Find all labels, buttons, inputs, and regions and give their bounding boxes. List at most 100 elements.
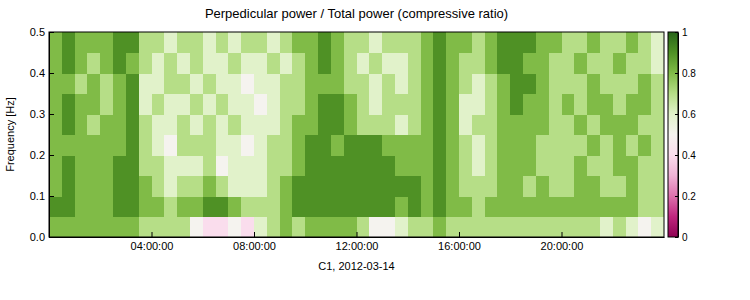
heatmap-cell: [626, 53, 639, 74]
x-tick-mark: [459, 232, 460, 237]
heatmap-cell: [280, 217, 293, 238]
heatmap-cell: [113, 217, 126, 238]
heatmap-cell: [126, 196, 139, 217]
heatmap-cell: [228, 73, 241, 94]
heatmap-cell: [344, 135, 357, 156]
heatmap-cell: [536, 32, 549, 53]
heatmap-cell: [139, 135, 152, 156]
heatmap-cell: [382, 53, 395, 74]
colorbar: [668, 32, 678, 237]
heatmap-cell: [49, 114, 62, 135]
heatmap-cell: [638, 217, 651, 238]
heatmap-cell: [472, 176, 485, 197]
heatmap-cell: [139, 217, 152, 238]
heatmap-cell: [49, 32, 62, 53]
heatmap-cell: [49, 135, 62, 156]
heatmap-cell: [626, 176, 639, 197]
x-tick: 12:00:00: [336, 232, 379, 252]
heatmap-cell: [280, 176, 293, 197]
heatmap-cell: [510, 94, 523, 115]
heatmap-cell: [459, 94, 472, 115]
heatmap-cell: [369, 196, 382, 217]
heatmap-cell: [164, 114, 177, 135]
heatmap-cell: [292, 176, 305, 197]
heatmap-cell: [228, 176, 241, 197]
colorbar-tick-label: 0.2: [682, 191, 696, 202]
heatmap-cell: [600, 155, 613, 176]
heatmap-cell: [100, 114, 113, 135]
heatmap-cells: [49, 32, 664, 237]
heatmap-cell: [305, 176, 318, 197]
heatmap-cell: [49, 176, 62, 197]
heatmap-cell: [574, 196, 587, 217]
heatmap-cell: [459, 53, 472, 74]
heatmap-cell: [267, 217, 280, 238]
heatmap-cell: [369, 94, 382, 115]
heatmap-cell: [357, 114, 370, 135]
heatmap-cell: [75, 135, 88, 156]
heatmap-cell: [408, 217, 421, 238]
y-tick: 0.2: [30, 149, 54, 161]
colorbar-tick-mark: [675, 237, 678, 238]
heatmap-cell: [331, 196, 344, 217]
heatmap-cell: [485, 135, 498, 156]
y-tick-label: 0.5: [30, 26, 45, 38]
heatmap-cell: [459, 73, 472, 94]
heatmap-cell: [626, 196, 639, 217]
heatmap-cell: [485, 73, 498, 94]
heatmap-cell: [305, 32, 318, 53]
heatmap-cell: [203, 135, 216, 156]
heatmap-cell: [75, 94, 88, 115]
chart-container: 04:00:0008:00:0012:00:0016:00:0020:00:00…: [0, 0, 750, 300]
colorbar-tick: 0.2: [675, 191, 696, 202]
heatmap-cell: [523, 73, 536, 94]
heatmap-cell: [62, 114, 75, 135]
heatmap-cell: [459, 196, 472, 217]
heatmap-cell: [280, 196, 293, 217]
heatmap-cell: [433, 32, 446, 53]
heatmap-cell: [613, 135, 626, 156]
heatmap-cell: [638, 155, 651, 176]
colorbar-tick-mark: [675, 32, 678, 33]
chart-svg: 04:00:0008:00:0012:00:0016:00:0020:00:00…: [0, 0, 750, 300]
y-tick-label: 0.1: [30, 190, 45, 202]
heatmap-cell: [254, 217, 267, 238]
heatmap-cell: [241, 217, 254, 238]
heatmap-cell: [395, 176, 408, 197]
heatmap-cell: [562, 217, 575, 238]
heatmap-cell: [549, 176, 562, 197]
heatmap-cell: [126, 176, 139, 197]
heatmap-cell: [113, 155, 126, 176]
heatmap-cell: [203, 94, 216, 115]
heatmap-cell: [267, 53, 280, 74]
heatmap-cell: [241, 196, 254, 217]
heatmap-cell: [459, 155, 472, 176]
heatmap-cell: [318, 114, 331, 135]
y-tick-mark: [49, 114, 54, 115]
heatmap-cell: [421, 53, 434, 74]
heatmap-cell: [562, 155, 575, 176]
heatmap-cell: [562, 53, 575, 74]
heatmap-cell: [549, 135, 562, 156]
heatmap-cell: [177, 114, 190, 135]
heatmap-cell: [574, 114, 587, 135]
heatmap-cell: [113, 135, 126, 156]
heatmap-cell: [600, 176, 613, 197]
heatmap-cell: [267, 32, 280, 53]
heatmap-cell: [62, 196, 75, 217]
heatmap-cell: [651, 196, 664, 217]
heatmap-cell: [190, 135, 203, 156]
heatmap-cell: [267, 155, 280, 176]
heatmap-cell: [228, 155, 241, 176]
heatmap-cell: [305, 135, 318, 156]
y-tick-label: 0.0: [30, 231, 45, 243]
heatmap-cell: [497, 73, 510, 94]
heatmap-cell: [574, 217, 587, 238]
heatmap-cell: [369, 53, 382, 74]
heatmap-cell: [126, 135, 139, 156]
heatmap-cell: [549, 155, 562, 176]
heatmap-cell: [305, 94, 318, 115]
heatmap-cell: [75, 155, 88, 176]
heatmap-cell: [549, 53, 562, 74]
heatmap-cell: [139, 94, 152, 115]
